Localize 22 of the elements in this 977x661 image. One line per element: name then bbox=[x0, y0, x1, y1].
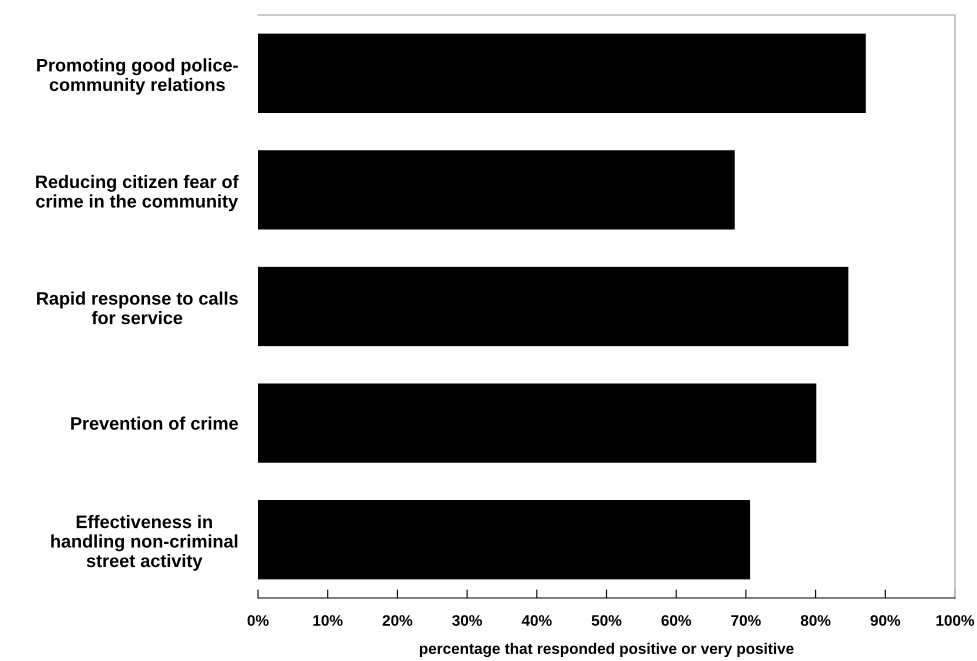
x-tick-label: 30% bbox=[452, 615, 482, 626]
bar bbox=[258, 266, 848, 346]
y-tick-label: Effectiveness in handling non-criminal street activity bbox=[51, 514, 238, 571]
bar bbox=[258, 34, 866, 113]
y-tick-label: Prevention of crime bbox=[71, 416, 238, 430]
y-tick-label: Reducing citizen fear of crime in the community bbox=[36, 174, 239, 212]
y-tick-label: Promoting good police- community relations bbox=[37, 58, 238, 95]
x-tick-label: 70% bbox=[731, 615, 761, 626]
x-tick-label: 60% bbox=[661, 615, 692, 626]
bar bbox=[258, 383, 816, 463]
x-axis-title: percentage that responded positive or very positive bbox=[420, 642, 794, 658]
x-tick-label: 100% bbox=[936, 615, 974, 626]
bar bbox=[258, 150, 735, 230]
x-tick-label: 80% bbox=[800, 615, 830, 626]
x-tick-label: 10% bbox=[313, 615, 343, 626]
y-tick-label: Rapid response to calls for service bbox=[37, 292, 238, 324]
bar bbox=[258, 500, 750, 580]
x-tick-label: 0% bbox=[248, 615, 269, 626]
x-tick-label: 90% bbox=[870, 615, 900, 626]
x-tick-label: 40% bbox=[522, 615, 552, 626]
x-tick-label: 50% bbox=[592, 615, 622, 626]
x-tick-label: 20% bbox=[382, 615, 412, 626]
